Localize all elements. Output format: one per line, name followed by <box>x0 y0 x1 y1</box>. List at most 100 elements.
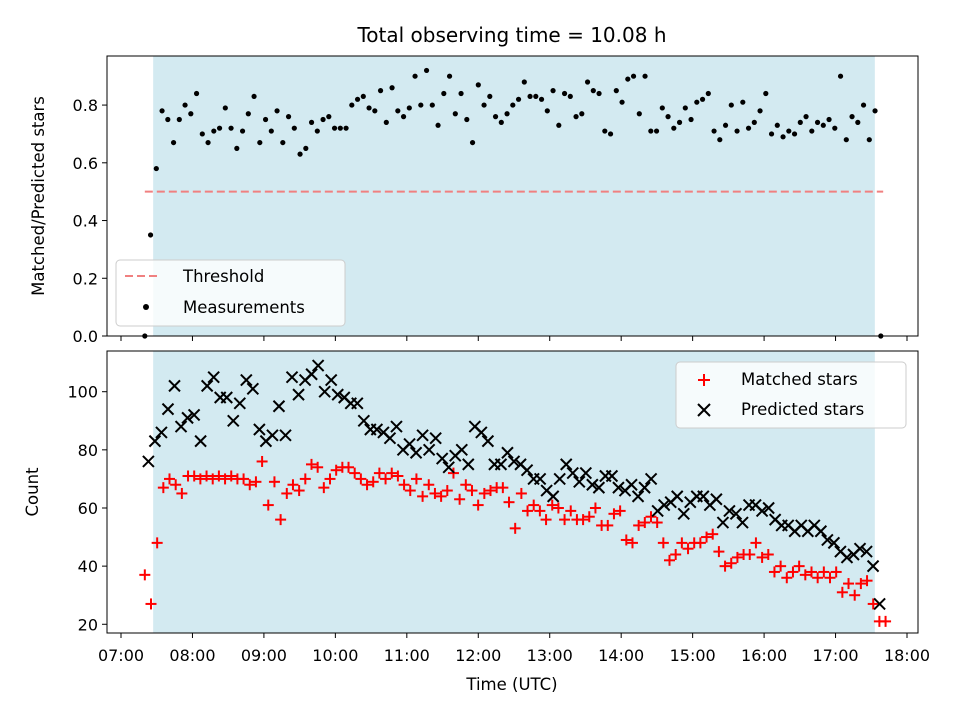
predicted-star-point <box>814 525 828 538</box>
matched-star-point <box>188 470 200 482</box>
matched-star-point <box>207 473 219 485</box>
measurement-point <box>527 93 533 100</box>
matched-star-point <box>701 531 713 543</box>
predicted-star-point <box>311 359 325 372</box>
top-legend: Threshold Measurements <box>115 259 346 327</box>
predicted-star-point <box>546 490 560 503</box>
measurement-point <box>458 90 464 97</box>
predicted-star-point <box>612 481 625 494</box>
bottom-axes-frame <box>106 350 919 634</box>
matched-star-point <box>781 572 793 584</box>
measurement-point <box>521 79 527 85</box>
matched-star-point <box>367 476 379 488</box>
matched-star-point <box>238 473 250 485</box>
predicted-star-point <box>631 490 645 503</box>
top-y-axis-label: Matched/Predicted stars <box>29 96 48 296</box>
predicted-star-point <box>246 382 260 396</box>
measurement-point <box>199 131 205 137</box>
matched-star-point <box>583 511 595 523</box>
x-tick-label: 10:00 <box>312 646 358 665</box>
matched-star-point <box>626 537 638 549</box>
measurement-point <box>314 128 320 134</box>
matched-star-point <box>256 455 268 467</box>
predicted-star-point <box>605 469 619 483</box>
predicted-star-point <box>253 423 266 436</box>
matched-star-point <box>633 519 645 531</box>
predicted-star-point <box>755 504 769 518</box>
predicted-star-point <box>272 400 286 413</box>
x-tick-label: 11:00 <box>384 646 430 665</box>
measurement-point <box>642 73 648 79</box>
predicted-star-point <box>174 420 188 433</box>
matched-star-point <box>244 479 256 491</box>
predicted-star-point <box>873 597 886 611</box>
matched-star-point <box>478 487 490 499</box>
matched-star-point <box>497 482 509 494</box>
matched-star-point <box>528 499 540 511</box>
measurement-point <box>165 116 171 123</box>
measurement-point <box>498 119 504 125</box>
predicted-star-point <box>840 551 854 564</box>
measurement-point <box>389 85 395 91</box>
predicted-star-point <box>200 379 214 393</box>
x-tick-label: 07:00 <box>98 646 144 665</box>
predicted-star-point <box>625 478 638 491</box>
matched-star-point <box>392 470 404 482</box>
matched-star-point <box>670 549 682 561</box>
measurement-point <box>268 128 274 134</box>
matched-star-point <box>565 505 577 517</box>
matched-star-point <box>645 511 657 523</box>
matched-star-point <box>410 473 422 485</box>
measurement-point <box>337 125 343 131</box>
y-tick-label: 0.2 <box>73 269 98 288</box>
measurement-point <box>722 122 729 128</box>
measurement-point <box>676 119 683 125</box>
matched-star-point <box>602 519 614 531</box>
predicted-star-point <box>533 472 547 486</box>
x-tick-label: 15:00 <box>670 646 716 665</box>
y-tick-label: 0.0 <box>73 327 98 346</box>
matched-star-point <box>682 543 694 555</box>
matched-star-point <box>812 572 824 584</box>
matched-star-point <box>170 479 182 491</box>
predicted-star-point <box>644 472 658 486</box>
predicted-star-point <box>383 432 397 445</box>
matched-star-point <box>460 479 472 491</box>
measurement-point <box>303 145 309 151</box>
x-tick-label: 14:00 <box>598 646 644 665</box>
matched-star-point <box>744 549 756 561</box>
predicted-star-point <box>592 481 606 494</box>
matched-star-point <box>330 464 342 476</box>
measurement-point <box>682 105 688 111</box>
bottom-x-ticks: 07:00 08:00 09:00 10:00 11:00 12:00 13:00 14:00… <box>98 633 930 665</box>
measurement-point <box>188 111 194 117</box>
matched-star-point <box>139 569 151 581</box>
matched-star-point <box>540 514 552 526</box>
measurement-point <box>780 134 786 140</box>
top-y-ticks: 0.0 0.2 0.4 0.6 0.8 <box>73 96 107 346</box>
measurement-point <box>205 139 211 146</box>
predicted-legend-label: Predicted stars <box>741 400 864 419</box>
measurement-point <box>768 131 775 137</box>
matched-star-point <box>762 549 774 561</box>
predicted-star-point <box>390 420 403 433</box>
predicted-star-point <box>821 533 834 547</box>
predicted-star-point <box>292 388 305 401</box>
measurement-point <box>412 73 418 79</box>
measurement-point <box>504 111 510 117</box>
measurement-point <box>280 139 286 146</box>
predicted-stars-points <box>142 359 886 611</box>
matched-star-point <box>268 476 280 488</box>
measurement-point <box>860 102 867 108</box>
measurement-point <box>636 111 642 117</box>
measurement-point <box>153 165 159 172</box>
measurement-point <box>757 108 763 114</box>
matched-star-point <box>824 572 836 584</box>
measurement-point <box>349 102 355 108</box>
predicted-star-point <box>422 443 436 457</box>
matched-star-point <box>855 578 867 590</box>
measurements-points <box>142 67 884 339</box>
predicted-star-point <box>573 475 586 489</box>
measurement-point <box>584 79 591 85</box>
measurement-point <box>740 99 746 105</box>
